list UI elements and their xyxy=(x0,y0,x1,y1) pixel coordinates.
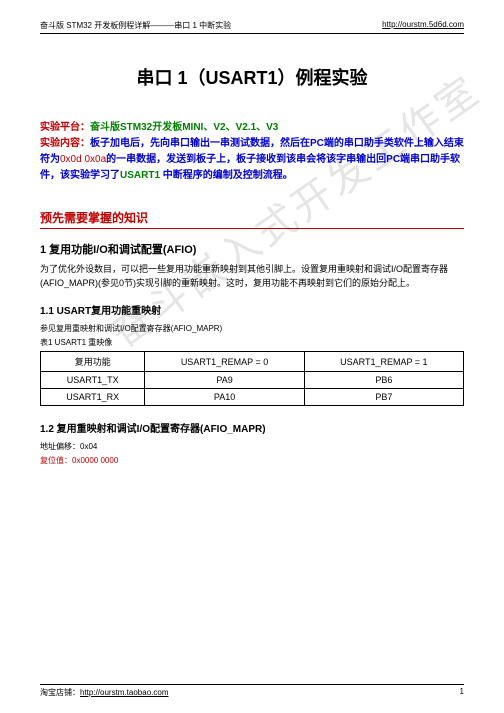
table-cell: PB6 xyxy=(304,372,463,389)
reg-offset-label: 地址偏移： xyxy=(40,442,80,451)
table-header: USART1_REMAP = 1 xyxy=(304,352,463,372)
reg-offset-value: 0x04 xyxy=(80,442,97,451)
table-header-row: 复用功能 USART1_REMAP = 0 USART1_REMAP = 1 xyxy=(41,352,464,372)
reg-offset-line: 地址偏移：0x04 xyxy=(40,441,464,453)
subsection-remap: 1.1 USART复用功能重映射 xyxy=(40,302,464,317)
table-row: USART1_RX PA10 PB7 xyxy=(41,389,464,406)
intro-post2: 中断程序的编制及控制流程。 xyxy=(163,170,293,181)
subsection-afio: 1 复用功能I/O和调试配置(AFIO) xyxy=(40,241,464,257)
footer-shop-link[interactable]: http://ourstm.taobao.com xyxy=(80,688,169,697)
table-cell: PA10 xyxy=(145,389,304,406)
page-footer: 淘宝店铺：http://ourstm.taobao.com 1 xyxy=(40,684,464,698)
footer-left: 淘宝店铺：http://ourstm.taobao.com xyxy=(40,687,169,698)
footer-page-number: 1 xyxy=(460,687,464,698)
header-right-link[interactable]: http://ourstm.5d6d.com xyxy=(382,20,464,31)
subsection-mapr: 1.2 复用重映射和调试I/O配置寄存器(AFIO_MAPR) xyxy=(40,420,464,435)
table-cell: USART1_RX xyxy=(41,389,145,406)
reg-reset-value: 0x0000 0000 xyxy=(72,456,118,465)
reg-reset-label: 复位值： xyxy=(40,456,72,465)
reg-reset-line: 复位值：0x0000 0000 xyxy=(40,455,464,467)
afio-paragraph: 为了优化外设数目，可以把一些复用功能重新映射到其他引脚上。设置复用重映射和调试I… xyxy=(40,263,464,290)
table-header: 复用功能 xyxy=(41,352,145,372)
intro-usart: USART1 xyxy=(120,170,163,181)
page-header: 奋斗版 STM32 开发板例程详解———串口 1 中断实验 http://our… xyxy=(40,20,464,34)
table-cell: PB7 xyxy=(304,389,463,406)
document-title: 串口 1（USART1）例程实验 xyxy=(40,64,464,90)
table-row: USART1_TX PA9 PB6 xyxy=(41,372,464,389)
remap-caption-b: 表1 USART1 重映像 xyxy=(40,337,464,349)
platform-label: 实验平台： xyxy=(40,122,90,133)
table-header: USART1_REMAP = 0 xyxy=(145,352,304,372)
table-cell: PA9 xyxy=(145,372,304,389)
platform-value: 奋斗版STM32开发板MINI、V2、V2.1、V3 xyxy=(90,122,278,133)
footer-shop-label: 淘宝店铺： xyxy=(40,688,80,697)
section-heading-prereq: 预先需要掌握的知识 xyxy=(40,209,464,229)
table-cell: USART1_TX xyxy=(41,372,145,389)
header-left-text: 奋斗版 STM32 开发板例程详解———串口 1 中断实验 xyxy=(40,20,231,31)
content-label: 实验内容： xyxy=(40,138,90,149)
intro-block: 实验平台：奋斗版STM32开发板MINI、V2、V2.1、V3 实验内容：板子加… xyxy=(40,120,464,184)
usart-remap-table: 复用功能 USART1_REMAP = 0 USART1_REMAP = 1 U… xyxy=(40,351,464,406)
remap-caption-a: 参见复用重映射和调试I/O配置寄存器(AFIO_MAPR) xyxy=(40,323,464,335)
intro-code: 0x0d 0x0a xyxy=(60,154,106,165)
